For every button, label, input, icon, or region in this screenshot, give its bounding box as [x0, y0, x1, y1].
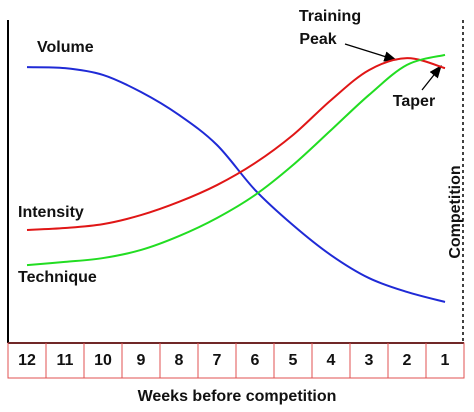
x-tick-label: 5 — [289, 352, 298, 369]
annotation-arrow — [344, 43, 398, 62]
series-line — [26, 53, 446, 267]
series-line — [26, 57, 446, 231]
annotation: Competition — [447, 165, 464, 258]
annotation: Taper — [393, 93, 435, 110]
x-tick-label: 12 — [18, 352, 36, 369]
x-tick-label: 3 — [365, 352, 374, 369]
x-tick-label: 1 — [441, 352, 450, 369]
x-tick-label: 11 — [57, 352, 74, 369]
annotation-arrow — [421, 64, 442, 91]
x-axis-title: Weeks before competition — [138, 388, 337, 405]
x-tick-label: 6 — [251, 352, 260, 369]
x-tick-label: 4 — [327, 352, 336, 369]
x-tick-label: 10 — [94, 352, 112, 369]
annotation: Training — [299, 8, 361, 25]
annotation: Peak — [299, 31, 336, 48]
series-label: Technique — [18, 269, 97, 286]
x-tick-label: 8 — [175, 352, 184, 369]
series-line — [26, 66, 446, 303]
series-label: Volume — [37, 39, 94, 56]
x-tick-label: 2 — [403, 352, 412, 369]
series-label: Intensity — [18, 204, 84, 221]
x-tick-label: 7 — [213, 352, 222, 369]
x-tick-label: 9 — [137, 352, 146, 369]
